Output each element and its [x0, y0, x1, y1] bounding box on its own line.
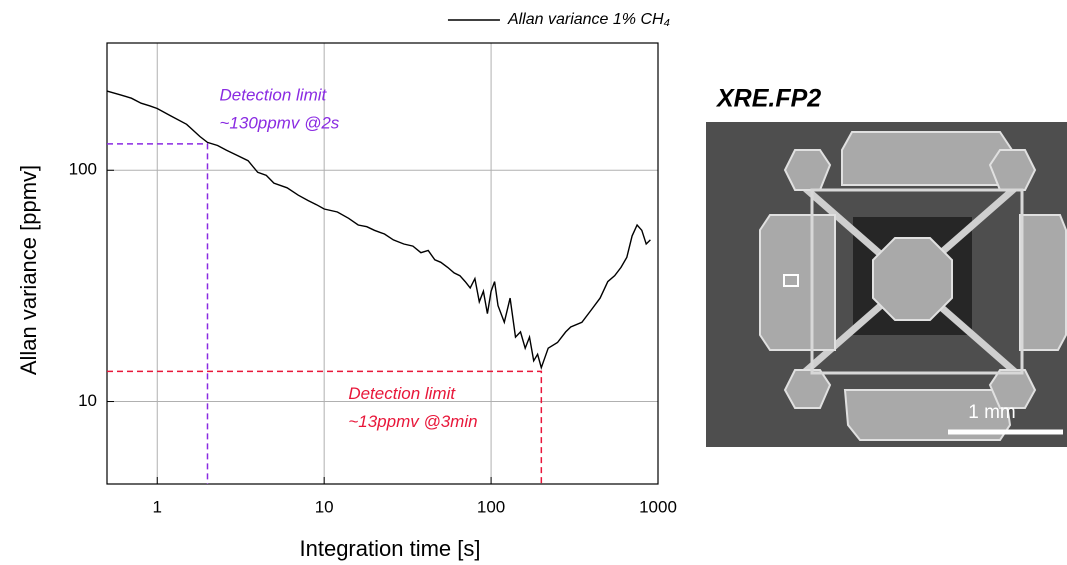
annotation-text: Detection limit [348, 384, 456, 403]
image-marker [783, 274, 799, 287]
y-tick-label: 10 [78, 391, 97, 410]
legend-label: Allan variance 1% CH₄ [507, 11, 670, 28]
detection-limit-line [107, 143, 209, 484]
plot-area [107, 43, 658, 484]
image-frame [810, 188, 1024, 375]
x-tick-label: 10 [315, 497, 334, 516]
x-axis-label: Integration time [s] [300, 536, 481, 561]
x-tick-label: 1 [153, 497, 162, 516]
x-tick-label: 100 [477, 497, 505, 516]
sem-image: 1 mm XRE.FP2 [706, 85, 1067, 447]
annotation-text: Detection limit [219, 85, 327, 104]
image-title: XRE.FP2 [715, 85, 821, 113]
plot-frame [106, 42, 659, 485]
y-axis-label: Allan variance [ppmv] [16, 165, 41, 375]
x-tick-label: 1000 [639, 497, 677, 516]
detection-limit-line [107, 370, 543, 484]
annotation-text: ~13ppmv @3min [348, 412, 477, 431]
data-line [106, 90, 651, 371]
y-tick-label: 100 [69, 160, 97, 179]
annotation-text: ~130ppmv @2s [219, 113, 339, 132]
image-plates [759, 131, 1067, 441]
scale-bar-label: 1 mm [968, 402, 1016, 423]
